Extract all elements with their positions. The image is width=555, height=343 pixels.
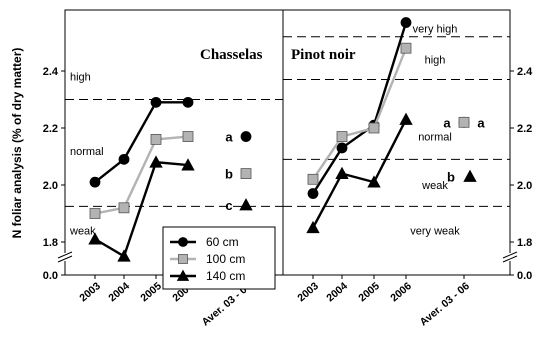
y-tick-label-left: 1.8: [43, 237, 58, 249]
data-point-140-cm: [149, 155, 163, 168]
significance-letter: a: [443, 115, 451, 130]
y-tick-label-right: 1.8: [517, 237, 532, 249]
zone-label-weak: weak: [69, 226, 96, 238]
data-point-140-cm: [117, 249, 131, 262]
significance-letter: a: [477, 115, 485, 130]
data-point-60-cm: [400, 17, 412, 28]
zone-label-normal: normal: [70, 146, 104, 158]
data-point-60-cm: [182, 96, 194, 108]
data-point-100-cm: [400, 42, 412, 54]
y-tick-label-right: 0.0: [517, 270, 532, 282]
data-point-60-cm: [336, 142, 348, 154]
series-line-100-cm: [312, 47, 408, 180]
y-tick-label-right: 2.2: [517, 123, 532, 135]
significance-letter: b: [447, 169, 455, 184]
zone-label-very-high: very high: [413, 23, 458, 35]
average-point-140-cm: [463, 169, 477, 182]
y-tick-label-left: 2.0: [43, 180, 58, 192]
panel-title-right: Pinot noir: [291, 47, 356, 63]
data-point-140-cm: [399, 112, 413, 125]
data-point-140-cm: [367, 175, 381, 188]
data-point-100-cm: [89, 208, 101, 219]
y-tick-label-left: 2.2: [43, 123, 58, 135]
data-point-100-cm: [307, 173, 319, 185]
significance-letter: a: [225, 130, 233, 145]
data-point-60-cm: [118, 153, 130, 165]
significance-letter: b: [225, 167, 233, 182]
x-tick-label: 2004: [106, 280, 132, 304]
zone-label-normal: normal: [418, 132, 452, 144]
series-line-140-cm: [311, 118, 408, 229]
data-point-140-cm: [306, 220, 320, 234]
series-line-60-cm: [94, 101, 188, 184]
axis-break-mask: [57, 253, 73, 261]
data-point-140-cm: [88, 232, 102, 245]
x-tick-label: 2003: [77, 280, 103, 304]
legend-entry-60-cm: 60 cm: [206, 235, 239, 249]
x-tick-label: 2006: [388, 280, 414, 304]
panel-title-left: Chasselas: [200, 47, 263, 63]
zone-label-weak: weak: [421, 180, 448, 192]
zone-label-very-weak: very weak: [410, 226, 460, 238]
data-point-100-cm: [368, 122, 380, 134]
data-point-100-cm: [118, 202, 130, 214]
significance-letter: c: [225, 198, 232, 213]
axis-break-mark: [502, 251, 518, 259]
x-tick-label: 2003: [295, 280, 321, 304]
average-point-100-cm: [458, 116, 470, 128]
axis-break-mark: [57, 251, 73, 259]
zone-label-high: high: [425, 55, 446, 67]
legend-marker-100-cm: [178, 254, 188, 264]
y-tick-label-left: 2.4: [43, 66, 59, 78]
legend-marker-60-cm: [178, 237, 188, 247]
zone-label-high: high: [70, 72, 91, 84]
axis-break-mark: [57, 255, 73, 263]
data-point-60-cm: [150, 96, 162, 108]
y-tick-label-left: 0.0: [43, 270, 58, 282]
x-tick-label: 2004: [324, 280, 350, 304]
data-point-60-cm: [307, 188, 319, 199]
legend-entry-140-cm: 140 cm: [206, 269, 245, 283]
x-tick-label: Aver. 03 - 06: [418, 280, 472, 328]
y-tick-label-right: 2.4: [517, 66, 533, 78]
legend-marker-140-cm: [176, 269, 190, 281]
data-point-100-cm: [336, 131, 348, 142]
average-point-100-cm: [240, 168, 252, 180]
axis-break-mark: [502, 255, 518, 263]
data-point-140-cm: [181, 158, 195, 171]
data-point-100-cm: [150, 133, 162, 145]
x-tick-label: 2005: [356, 280, 382, 304]
series-line-100-cm: [94, 135, 189, 215]
data-point-60-cm: [89, 176, 101, 188]
axis-break-mask: [502, 253, 518, 261]
series-line-140-cm: [94, 160, 189, 259]
series-line-60-cm: [311, 22, 408, 195]
y-tick-label-right: 2.0: [517, 180, 532, 192]
x-tick-label: 2005: [138, 280, 164, 304]
legend-entry-100-cm: 100 cm: [206, 252, 245, 266]
average-point-140-cm: [239, 198, 253, 211]
plot-frame-right: [282, 9, 511, 276]
y-axis-label: N foliar analysis (% of dry matter): [10, 48, 24, 239]
data-point-140-cm: [335, 166, 349, 180]
average-point-60-cm: [240, 131, 252, 142]
data-point-100-cm: [182, 131, 194, 142]
